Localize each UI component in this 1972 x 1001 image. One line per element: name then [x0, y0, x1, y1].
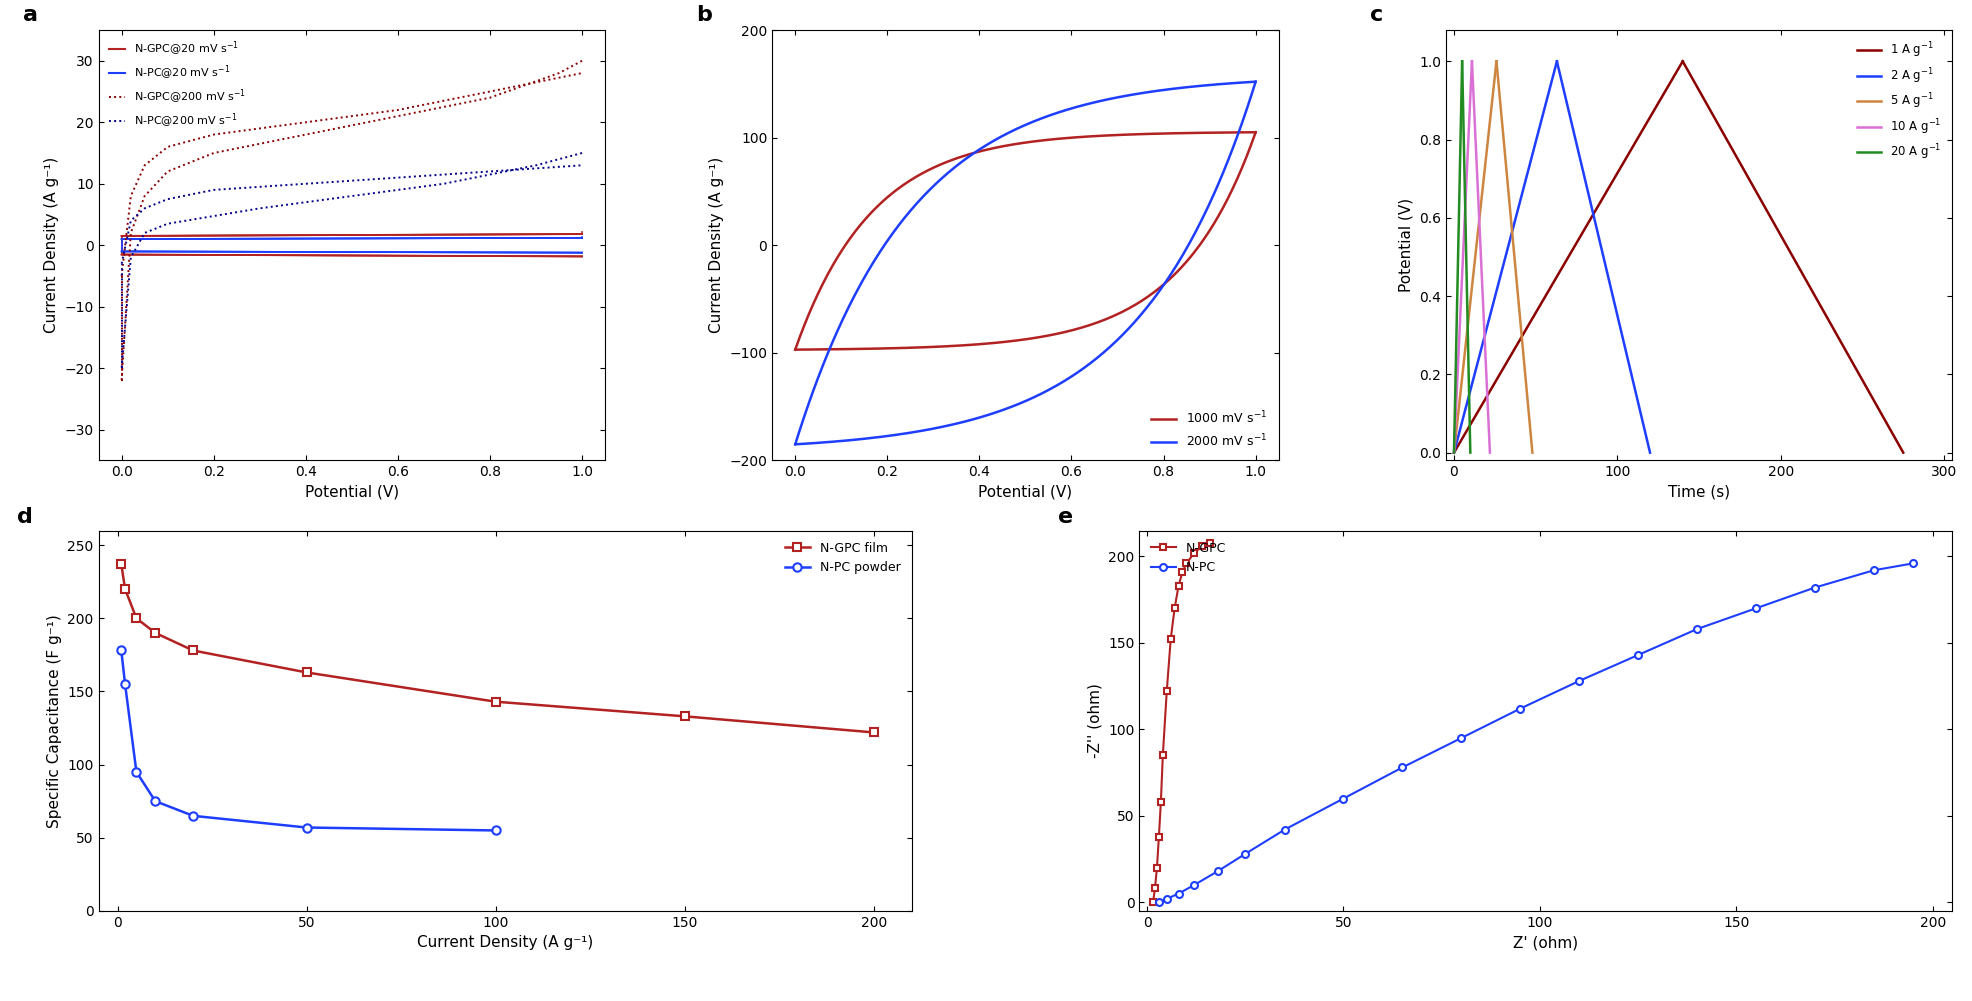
Y-axis label: Specific Capacitance (F g⁻¹): Specific Capacitance (F g⁻¹) — [47, 614, 61, 828]
Y-axis label: -Z'' (ohm): -Z'' (ohm) — [1087, 684, 1102, 758]
Text: e: e — [1057, 507, 1073, 527]
Legend: N-GPC@20 mV s$^{-1}$, N-PC@20 mV s$^{-1}$, N-GPC@200 mV s$^{-1}$, N-PC@200 mV s$: N-GPC@20 mV s$^{-1}$, N-PC@20 mV s$^{-1}… — [105, 36, 250, 135]
X-axis label: Time (s): Time (s) — [1668, 484, 1729, 499]
X-axis label: Current Density (A g⁻¹): Current Density (A g⁻¹) — [416, 935, 594, 950]
Legend: N-GPC film, N-PC powder: N-GPC film, N-PC powder — [779, 537, 905, 579]
Text: d: d — [18, 507, 34, 527]
Text: a: a — [22, 5, 37, 25]
Text: c: c — [1371, 5, 1382, 25]
Y-axis label: Current Density (A g⁻¹): Current Density (A g⁻¹) — [43, 157, 59, 333]
Legend: 1 A g$^{-1}$, 2 A g$^{-1}$, 5 A g$^{-1}$, 10 A g$^{-1}$, 20 A g$^{-1}$: 1 A g$^{-1}$, 2 A g$^{-1}$, 5 A g$^{-1}$… — [1852, 36, 1946, 167]
Y-axis label: Current Density (A g⁻¹): Current Density (A g⁻¹) — [708, 157, 724, 333]
Y-axis label: Potential (V): Potential (V) — [1398, 198, 1414, 292]
Legend: N-GPC, N-PC: N-GPC, N-PC — [1146, 537, 1231, 579]
X-axis label: Potential (V): Potential (V) — [978, 484, 1073, 499]
Text: b: b — [696, 5, 712, 25]
X-axis label: Z' (ohm): Z' (ohm) — [1513, 935, 1578, 950]
X-axis label: Potential (V): Potential (V) — [306, 484, 398, 499]
Legend: 1000 mV s$^{-1}$, 2000 mV s$^{-1}$: 1000 mV s$^{-1}$, 2000 mV s$^{-1}$ — [1146, 404, 1272, 454]
